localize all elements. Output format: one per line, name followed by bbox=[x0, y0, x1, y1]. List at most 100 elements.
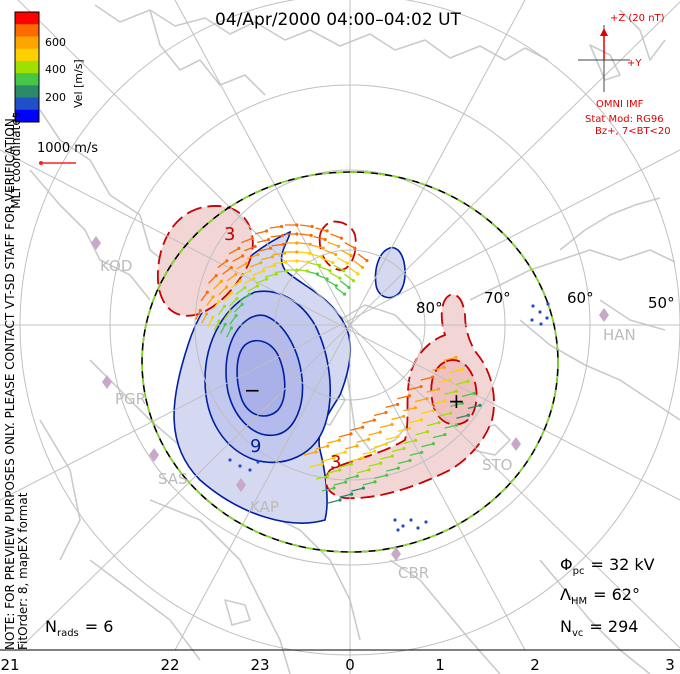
velocity-vector bbox=[200, 291, 208, 302]
velocity-vector bbox=[444, 424, 457, 429]
velocity-vector bbox=[234, 303, 243, 313]
velocity-vector bbox=[385, 435, 399, 441]
imf-dial: +Z (20 nT) +Y OMNI IMF Stat Mod: RG96 Bz… bbox=[578, 13, 671, 137]
negative-contour-small bbox=[374, 246, 406, 299]
stat-nvc: Nvc = 294 bbox=[560, 617, 638, 639]
velocity-vector bbox=[223, 310, 231, 320]
velocity-vector-origin bbox=[295, 232, 299, 236]
velocity-vector bbox=[274, 270, 287, 274]
velocity-vector bbox=[300, 224, 313, 228]
heppner-maynard-boundary bbox=[141, 171, 559, 553]
velocity-vector bbox=[241, 237, 253, 244]
velocity-vector bbox=[409, 451, 422, 456]
station-han: HAN bbox=[599, 308, 636, 344]
velocity-vector bbox=[344, 273, 354, 282]
velocity-vector-origin bbox=[396, 528, 400, 532]
velocity-vector bbox=[353, 260, 363, 268]
velocity-vector-origin bbox=[539, 322, 543, 326]
velocity-vector bbox=[333, 451, 346, 456]
velocity-vector bbox=[232, 255, 243, 262]
velocity-vectors bbox=[195, 223, 550, 532]
velocity-vector-origin bbox=[295, 250, 299, 254]
mlt-label: 0 bbox=[345, 656, 355, 674]
velocity-vector bbox=[252, 270, 265, 276]
velocity-vector bbox=[409, 419, 422, 424]
imf-source: OMNI IMF bbox=[596, 99, 644, 110]
velocity-vector bbox=[307, 261, 320, 266]
lat-label-70: 70° bbox=[484, 289, 511, 307]
velocity-vector bbox=[270, 234, 283, 238]
station-kap: KAP bbox=[236, 478, 279, 516]
velocity-vector-origin bbox=[416, 526, 420, 530]
colorbar-tick-400: 400 bbox=[45, 63, 66, 76]
velocity-vector bbox=[315, 227, 328, 232]
velocity-vector bbox=[391, 415, 404, 420]
station-sto: STO bbox=[482, 437, 521, 474]
colorbar-stripe bbox=[15, 36, 39, 50]
velocity-vector bbox=[226, 273, 237, 282]
mlt-label: 2 bbox=[530, 656, 540, 674]
velocity-vector bbox=[223, 292, 233, 302]
colorbar-stripes bbox=[15, 12, 39, 123]
velocity-vector bbox=[397, 459, 411, 465]
velocity-vector-origin bbox=[281, 242, 286, 246]
velocity-vector-origin bbox=[545, 316, 549, 320]
velocity-vector bbox=[206, 296, 214, 306]
velocity-vector bbox=[309, 463, 323, 468]
velocity-vector bbox=[339, 463, 352, 468]
velocity-vector bbox=[318, 265, 331, 272]
velocity-vector bbox=[244, 245, 256, 252]
stat-phi: Φpc = 32 kV bbox=[560, 555, 655, 577]
station-icon bbox=[102, 375, 112, 389]
potential-min-marker: − bbox=[244, 378, 261, 402]
velocity-vector bbox=[258, 247, 271, 252]
velocity-vector bbox=[333, 264, 344, 272]
imf-model-line1: Stat Mod: RG96 bbox=[585, 114, 664, 125]
velocity-vector bbox=[330, 233, 342, 239]
coord-label: MLT coordinates bbox=[9, 112, 23, 209]
velocity-vector bbox=[426, 421, 440, 427]
velocity-vector bbox=[262, 264, 275, 269]
velocity-vector bbox=[368, 462, 381, 467]
velocity-vector bbox=[236, 262, 247, 270]
velocity-vector bbox=[221, 267, 232, 275]
velocity-vector bbox=[438, 378, 451, 383]
velocity-vector bbox=[443, 356, 457, 361]
velocity-vector bbox=[350, 426, 363, 431]
velocity-vector bbox=[217, 260, 228, 269]
velocity-vector-origin bbox=[401, 524, 405, 528]
mlt-label: 1 bbox=[435, 656, 445, 674]
velocity-vector bbox=[311, 244, 324, 249]
velocity-vector bbox=[348, 266, 359, 275]
velocity-vector bbox=[438, 412, 451, 417]
velocity-vector bbox=[313, 236, 326, 241]
meridian bbox=[174, 0, 526, 651]
station-label-kap: KAP bbox=[250, 498, 279, 516]
velocity-vector bbox=[235, 287, 246, 295]
velocity-vector bbox=[231, 280, 241, 289]
velocity-vector bbox=[379, 423, 393, 429]
velocity-vector-origin bbox=[238, 464, 242, 468]
velocity-colorbar: 600 400 200 Vel [m/s] bbox=[14, 11, 85, 123]
colorbar-stripe bbox=[15, 73, 39, 86]
station-cbr: CBR bbox=[391, 547, 429, 582]
station-label-pgr: PGR bbox=[115, 390, 146, 408]
velocity-vector bbox=[351, 487, 364, 492]
velocity-vector bbox=[391, 447, 405, 453]
velocity-vector bbox=[264, 273, 277, 278]
mlt-label: 22 bbox=[160, 656, 179, 674]
velocity-vector bbox=[208, 275, 217, 284]
station-icon bbox=[91, 236, 101, 250]
velocity-vector bbox=[449, 368, 463, 373]
velocity-vector bbox=[309, 253, 322, 258]
colorbar-tick-600: 600 bbox=[45, 36, 66, 49]
velocity-vector bbox=[444, 390, 457, 395]
velocity-vector bbox=[249, 262, 262, 268]
velocity-vector bbox=[339, 280, 350, 288]
stats: Φpc = 32 kV ΛHM = 62° Nvc = 294 Nrads = 6 bbox=[45, 555, 655, 639]
velocity-vector bbox=[420, 376, 433, 381]
velocity-vector bbox=[324, 249, 336, 256]
velocity-vector bbox=[228, 298, 238, 307]
velocity-vector bbox=[269, 225, 282, 229]
